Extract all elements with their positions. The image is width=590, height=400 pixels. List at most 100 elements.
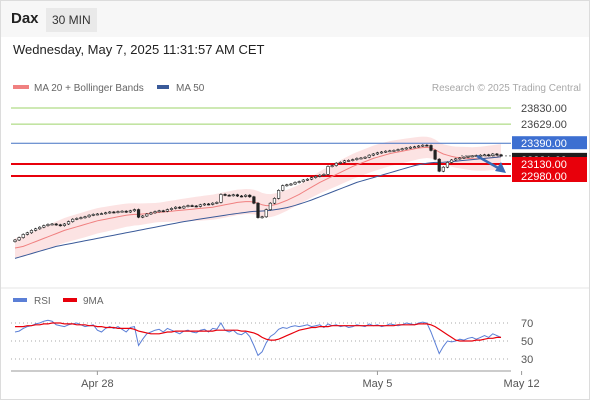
candle [421,144,425,147]
rsi-tick-0: 70 [521,318,533,330]
candle [99,212,104,215]
candle [359,157,363,160]
candle [375,151,380,155]
candle [42,224,46,229]
candle [454,157,458,161]
candle [425,144,429,147]
legend-swatch-ma50 [157,85,169,89]
candle [38,226,42,230]
candle [25,231,29,236]
candle [91,213,95,217]
candle [223,193,227,197]
candle [470,155,474,158]
candle [482,153,487,157]
candle [79,216,83,220]
candle [260,215,264,219]
candle [206,203,211,206]
candle [285,183,289,187]
candle [478,154,483,157]
candle [330,164,334,168]
candle [309,176,314,181]
candle [132,208,137,212]
candle [458,157,462,160]
candle [252,195,256,205]
rsi-9ma-line [15,322,501,342]
candle [141,215,145,219]
legend-ma20: MA 20 + Bollinger Bands [34,83,144,94]
candle [87,214,91,218]
candle [161,209,165,213]
level-label-0: 23830.00 [521,103,567,115]
candle [351,158,355,162]
candle [396,148,400,152]
candle [499,153,503,157]
candle [338,161,342,165]
level-label-5: 22980.00 [521,171,567,183]
candle [108,211,112,214]
candle [491,153,495,157]
candle [219,193,223,204]
candle [347,159,351,162]
candle [75,217,79,221]
legend-ma50: MA 50 [176,83,205,94]
candle [149,211,153,215]
level-label-4: 23130.00 [521,159,567,171]
candle [371,153,375,157]
candle [334,162,338,167]
legend-rsi: RSI [34,296,51,307]
candle [445,161,450,169]
forecast-arrow [476,154,501,171]
candle [367,154,371,159]
candle [256,202,260,219]
candle [190,204,194,207]
datetime-label: Wednesday, May 7, 2025 11:31:57 AM CET [13,42,265,57]
symbol-title: Dax [11,10,39,27]
candle [363,156,367,159]
candle [462,156,466,159]
candle [17,236,21,241]
candle [301,179,305,183]
rsi-tick-2: 30 [521,354,533,366]
candle [429,144,433,152]
candle [50,223,54,226]
candle [437,158,441,173]
bollinger-band [15,136,501,258]
candle [112,211,116,214]
x-tick-1: May 5 [362,378,392,390]
candle [235,193,240,197]
candle [211,202,215,206]
candle [326,165,330,176]
candle [268,202,272,211]
candle [449,159,454,164]
candle [120,210,124,213]
timeframe-button[interactable]: 30 MIN [46,8,97,32]
candle [289,183,293,186]
candle [165,208,169,213]
candle [202,203,207,206]
candle [495,153,499,156]
candle [54,223,58,226]
candle [157,209,161,213]
candle [417,145,421,148]
x-tick-2: May 12 [504,378,540,390]
candle [314,175,318,179]
candle [276,189,281,200]
candle [293,181,297,185]
candle [194,205,198,208]
candle [322,173,326,177]
candle [33,227,38,232]
rsi-tick-1: 50 [521,336,533,348]
candle [441,166,445,173]
candle [136,208,141,219]
candle [66,220,71,225]
candle [186,204,190,208]
watermark: Research © 2025 Trading Central [432,83,581,94]
candle [297,180,301,184]
forecast-arrowhead [495,162,506,173]
level-label-1: 23629.00 [521,119,567,131]
x-tick-0: Apr 28 [81,378,113,390]
candle [466,155,470,159]
candle [21,233,25,239]
candle [153,210,157,214]
